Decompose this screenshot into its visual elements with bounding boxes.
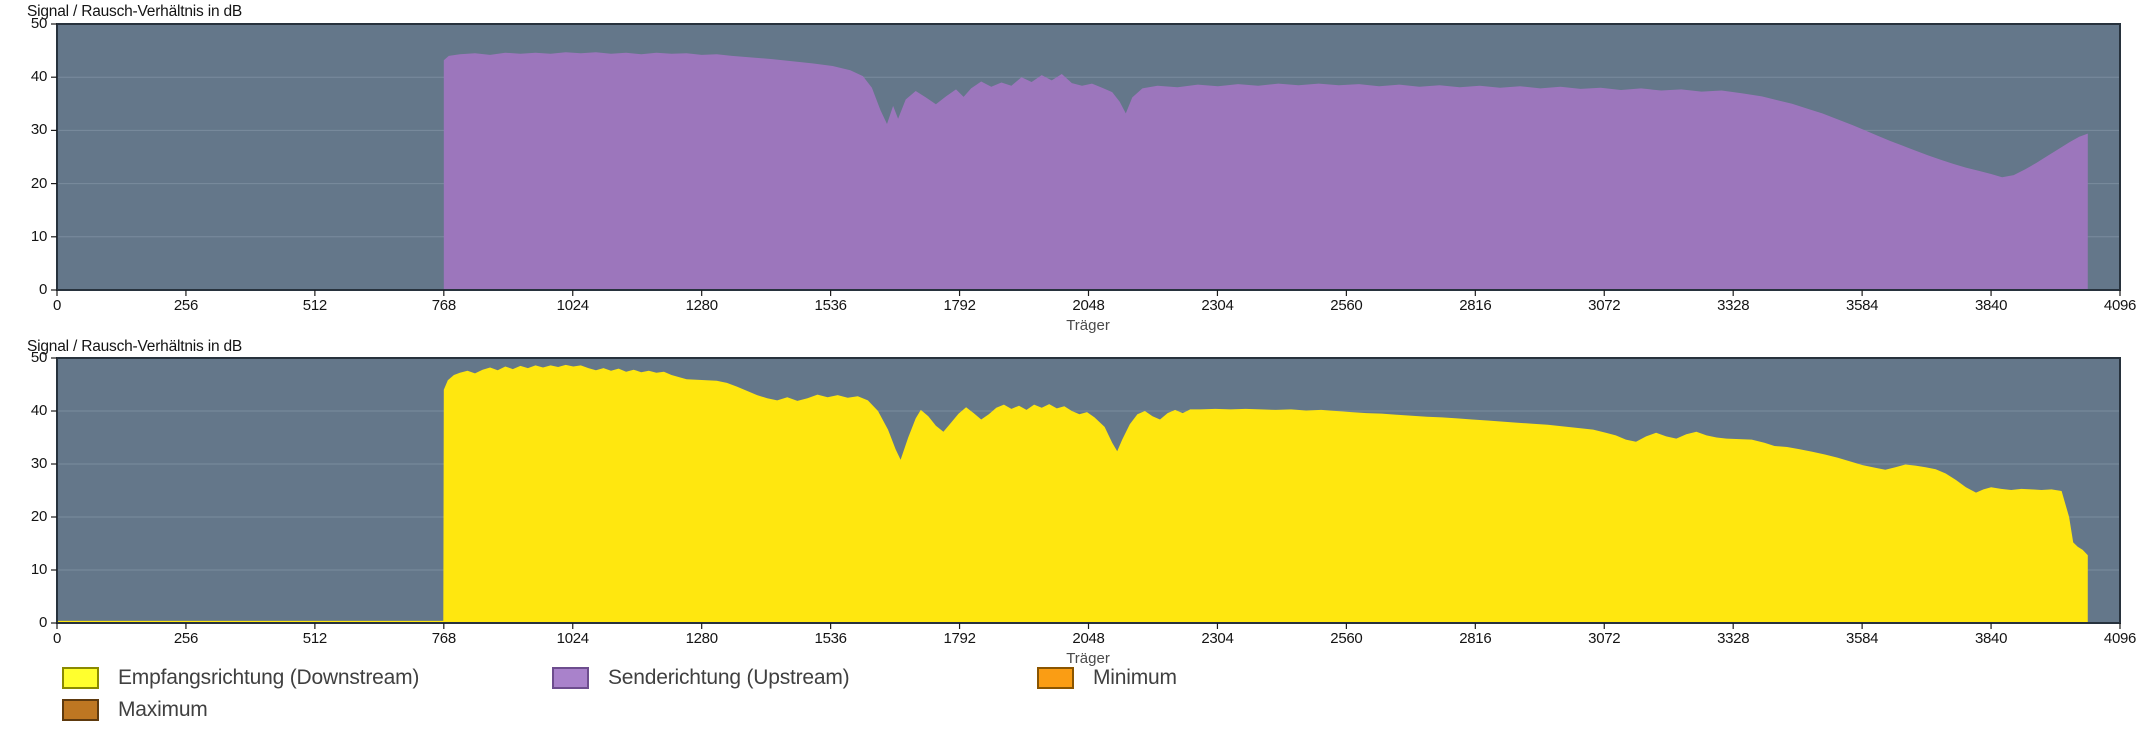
y-tick-label: 20 [30,508,47,525]
y-tick-label: 0 [38,614,47,631]
x-tick-label: 1536 [814,630,847,647]
x-tick-label: 1024 [556,630,589,647]
legend-label-downstream: Empfangsrichtung (Downstream) [118,666,420,689]
upstream-x-axis-label: Träger [1066,317,1110,334]
x-tick-label: 1792 [943,297,976,314]
x-tick-label: 256 [173,630,198,647]
downstream-chart-title: Signal / Rausch-Verhältnis in dB [27,338,243,355]
x-tick-label: 3840 [1974,297,2008,314]
y-tick-label: 0 [38,281,47,298]
x-tick-label: 512 [302,297,327,314]
x-tick-label: 768 [431,630,456,647]
upstream-swatch [552,667,589,689]
y-tick-label: 10 [30,561,47,578]
x-tick-label: 3072 [1588,297,1621,314]
upstream-chart-title: Signal / Rausch-Verhältnis in dB [27,3,243,20]
x-tick-label: 1792 [943,630,976,647]
x-tick-label: 2304 [1201,630,1234,647]
y-tick-label: 30 [30,455,47,472]
y-tick-label: 10 [30,227,47,245]
y-tick-label: 20 [30,174,47,192]
x-tick-label: 2048 [1072,297,1105,314]
legend-item-upstream: Senderichtung (Upstream) [552,666,850,689]
x-tick-label: 2304 [1201,297,1234,314]
x-tick-label: 2816 [1459,630,1492,647]
x-tick-label: 4096 [2103,297,2137,314]
legend-label-maximum: Maximum [118,698,208,721]
y-tick-label: 40 [30,68,47,86]
x-tick-label: 3328 [1717,630,1750,647]
downstream-swatch [62,667,99,689]
x-tick-label: 1280 [685,297,718,314]
x-tick-label: 2816 [1459,297,1492,314]
downstream-x-axis-label: Träger [1066,650,1110,667]
y-tick-label: 30 [30,121,47,139]
legend-item-minimum: Minimum [1037,666,1177,689]
x-tick-label: 1536 [814,297,847,314]
x-tick-label: 0 [52,630,62,647]
x-tick-label: 2048 [1072,630,1105,647]
x-tick-label: 3072 [1588,630,1621,647]
y-tick-label: 40 [30,402,47,419]
x-tick-label: 512 [302,630,327,647]
x-tick-label: 1280 [685,630,718,647]
x-tick-label: 2560 [1330,630,1363,647]
x-tick-label: 4096 [2103,630,2137,647]
y-tick-label: 50 [30,15,47,32]
x-tick-label: 256 [173,297,198,314]
legend-item-maximum: Maximum [62,698,208,721]
x-tick-label: 3584 [1846,297,1879,314]
legend-item-downstream: Empfangsrichtung (Downstream) [62,666,420,689]
x-tick-label: 2560 [1330,297,1363,314]
x-tick-label: 3328 [1717,297,1750,314]
x-tick-label: 3584 [1846,630,1879,647]
legend-label-upstream: Senderichtung (Upstream) [608,666,850,689]
x-tick-label: 1024 [556,297,589,314]
x-tick-label: 768 [431,297,456,314]
legend-label-minimum: Minimum [1093,666,1177,689]
minimum-swatch [1037,667,1074,689]
maximum-swatch [62,699,99,721]
x-tick-label: 3840 [1974,630,2008,647]
x-tick-label: 0 [52,297,62,314]
y-tick-label: 50 [30,349,47,366]
